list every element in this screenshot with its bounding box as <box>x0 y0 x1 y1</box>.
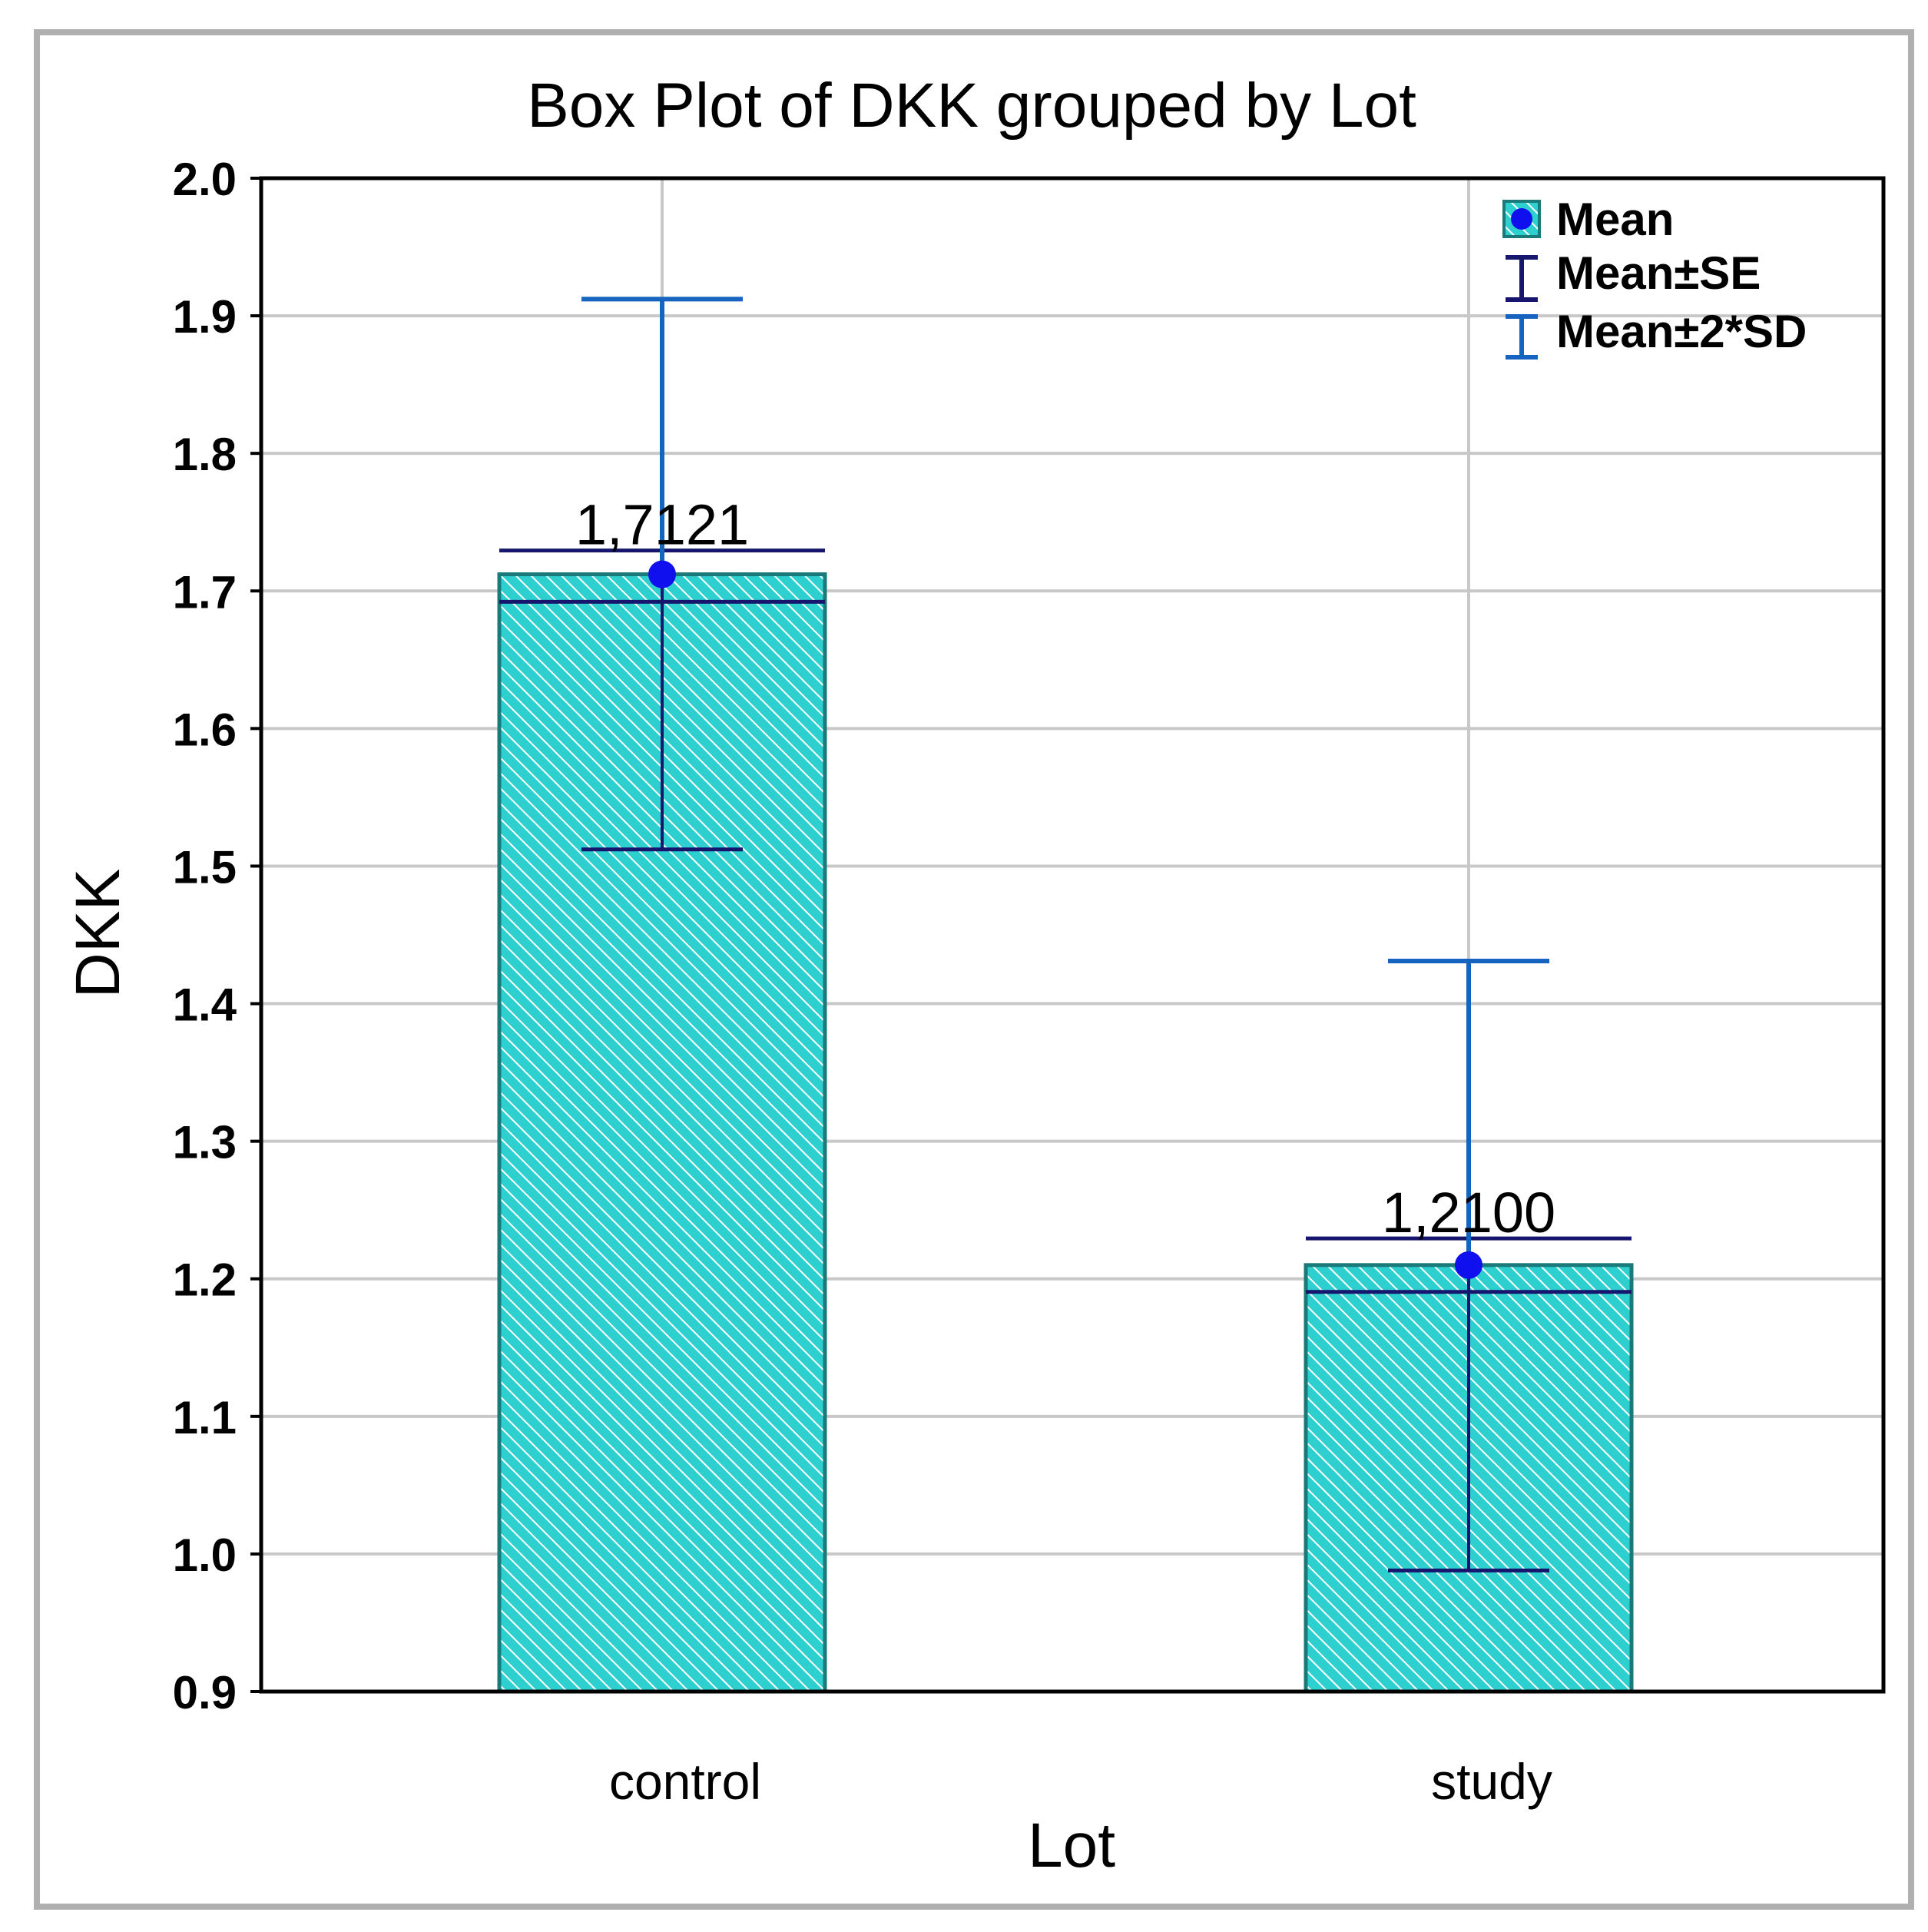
legend-mean-marker <box>1511 208 1532 230</box>
y-tick-label: 1.1 <box>173 1392 237 1443</box>
legend-mean-label: Mean <box>1556 194 1674 245</box>
mean-value-label-study: 1,2100 <box>1382 1181 1555 1244</box>
legend-sd-icon <box>1506 314 1538 360</box>
y-tick-label: 1.8 <box>173 429 237 480</box>
y-tick-label: 1.3 <box>173 1117 237 1168</box>
mean-marker-study <box>1455 1251 1482 1279</box>
x-axis-label: Lot <box>1028 1811 1115 1881</box>
x-tick-label-control: control <box>609 1753 761 1810</box>
y-tick-label: 1.9 <box>173 291 237 343</box>
y-tick-label: 1.4 <box>173 979 237 1031</box>
plot-area-border <box>259 176 1886 1694</box>
x-axis-ticks: control study <box>609 1753 1552 1810</box>
whiskers <box>499 297 1632 1572</box>
y-axis-label: DKK <box>63 869 133 999</box>
chart-title: Box Plot of DKK grouped by Lot <box>527 71 1416 141</box>
legend-se-icon <box>1506 255 1538 302</box>
y-tick-label: 1.6 <box>173 704 237 755</box>
y-tick-label: 0.9 <box>173 1667 237 1718</box>
y-tick-label: 1.7 <box>173 566 237 618</box>
y-tick-label: 1.5 <box>173 841 237 893</box>
y-tick-label: 2.0 <box>173 154 237 205</box>
x-tick-label-study: study <box>1431 1753 1552 1810</box>
legend-se-label: Mean±SE <box>1556 247 1761 299</box>
mean-value-label-control: 1,7121 <box>575 493 749 557</box>
legend: Mean Mean±SE Mean±2*SD <box>1502 194 1807 360</box>
y-axis-ticks: 0.9 1.0 1.1 1.2 1.3 1.4 1.5 1.6 1.7 1.8 1.9 2.0 <box>173 154 261 1718</box>
legend-sd-label: Mean±2*SD <box>1556 306 1807 357</box>
y-tick-label: 1.2 <box>173 1254 237 1306</box>
y-tick-label: 1.0 <box>173 1529 237 1581</box>
mean-markers: 1,7121 1,2100 <box>575 493 1555 1279</box>
mean-marker-control <box>648 560 676 588</box>
